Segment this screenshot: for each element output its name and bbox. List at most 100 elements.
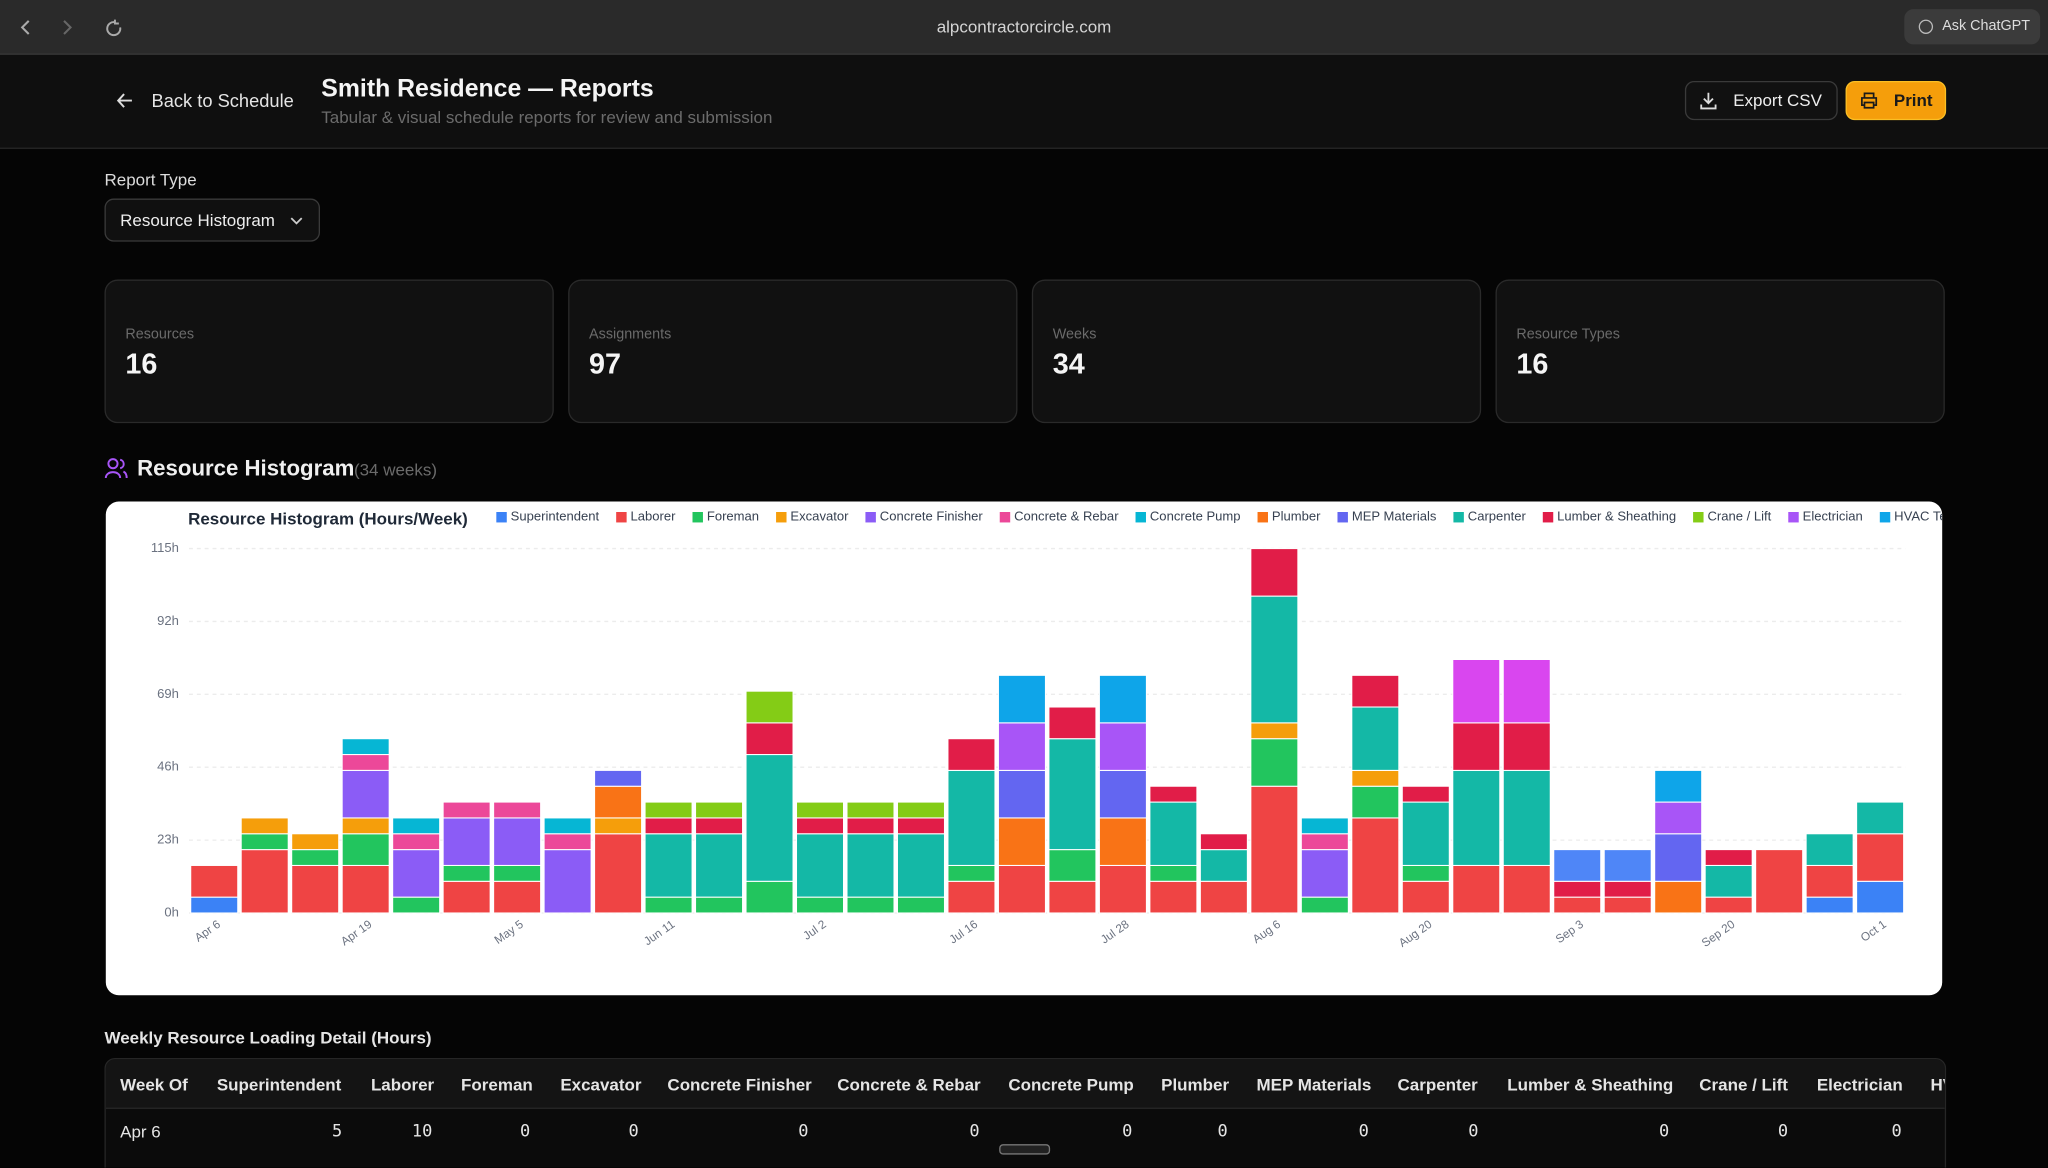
bar-segment [1401, 880, 1450, 914]
print-label[interactable]: Print [1893, 90, 1933, 110]
bar-segment [543, 849, 592, 914]
bar-segment [644, 817, 693, 835]
x-tick-label: Oct 1 [1858, 918, 1888, 945]
bar-segment [1856, 880, 1905, 914]
bar-segment [997, 769, 1046, 819]
section-note: (34 weeks) [353, 459, 437, 480]
bar-segment [1603, 880, 1652, 898]
bar-segment [1199, 849, 1248, 882]
x-tick-label: May 5 [492, 918, 526, 947]
report-type-value[interactable]: Resource Histogram [120, 210, 275, 230]
nav-buttons[interactable] [16, 16, 134, 40]
bar-segment [1300, 833, 1349, 851]
bar-segment [291, 849, 340, 866]
bar-segment [341, 754, 390, 771]
scroll-handle[interactable] [999, 1144, 1051, 1155]
bar-segment [1048, 738, 1097, 851]
stat-card: Assignments 97 [568, 279, 1018, 424]
stat-label: Weeks [1052, 326, 1097, 343]
print-button[interactable]: Print [1845, 80, 1947, 121]
back-link[interactable]: Back to Schedule [151, 90, 294, 112]
cell: 0 [628, 1121, 639, 1142]
bar-segment [1654, 833, 1703, 882]
x-tick-label: Apr 6 [192, 918, 223, 945]
y-tick-label: 0h [164, 904, 179, 919]
legend-label: Lumber & Sheathing [1557, 509, 1676, 524]
bar-segment [745, 754, 794, 882]
bar-segment [1351, 785, 1400, 819]
cell: 0 [520, 1121, 531, 1142]
y-tick-label: 46h [157, 759, 179, 774]
legend-label: Laborer [631, 509, 677, 524]
cell: 0 [1891, 1121, 1902, 1142]
bar-segment [846, 801, 895, 819]
bar-segment [1502, 722, 1551, 771]
legend-swatch [776, 511, 787, 523]
bar-segment [291, 864, 340, 914]
x-tick-label: Sep 3 [1553, 918, 1586, 947]
legend-label: Concrete Finisher [880, 509, 984, 524]
bar-segment [997, 722, 1046, 771]
stat-value: 16 [125, 347, 158, 381]
bar-segment [1654, 801, 1703, 835]
x-tick-label: Jul 2 [801, 918, 829, 943]
ask-label[interactable]: Ask ChatGPT [1942, 18, 2031, 34]
y-tick-label: 92h [157, 613, 179, 628]
export-label[interactable]: Export CSV [1733, 90, 1822, 110]
cell: 0 [798, 1121, 809, 1142]
page-title: Smith Residence — Reports [321, 75, 654, 104]
x-tick-label: Aug 6 [1250, 918, 1283, 947]
bar-segment [795, 896, 845, 914]
bar-segment [846, 896, 895, 914]
stat-value: 97 [589, 347, 622, 381]
legend-label: Concrete & Rebar [1014, 509, 1119, 524]
bar-segment [1755, 849, 1804, 914]
legend-swatch [692, 511, 703, 523]
bar-segment [1452, 769, 1501, 866]
bar-segment [240, 817, 289, 835]
page-subtitle: Tabular & visual schedule reports for re… [321, 107, 773, 127]
back-icon[interactable] [116, 91, 134, 109]
legend-label: Concrete Pump [1150, 509, 1241, 524]
bar-segment [341, 833, 390, 866]
legend-swatch [1693, 511, 1704, 523]
column-header: Excavator [560, 1074, 642, 1095]
bar-segment [1553, 849, 1602, 882]
bar-segment [1199, 880, 1248, 914]
bar-segment [1098, 722, 1147, 771]
export-button[interactable]: Export CSV [1684, 80, 1838, 121]
bar-segment [1452, 658, 1501, 724]
bar-segment [1098, 864, 1147, 914]
x-tick-label: Jul 16 [947, 918, 981, 947]
cell: 0 [1777, 1121, 1789, 1142]
legend-swatch [616, 511, 627, 523]
bar-segment [190, 896, 239, 914]
bar-segment [1048, 706, 1097, 740]
column-header: Foreman [461, 1074, 533, 1095]
report-type-select[interactable]: Resource Histogram [104, 198, 320, 242]
bar-segment [947, 864, 996, 882]
bar-segment [1704, 849, 1753, 866]
legend-swatch [1453, 511, 1464, 523]
cell: 10 [411, 1121, 433, 1142]
legend-label: Superintendent [511, 509, 600, 524]
bar-segment [745, 880, 794, 914]
bar-segment [846, 833, 895, 898]
stat-label: Assignments [589, 326, 672, 343]
chevron [290, 217, 303, 225]
table: Week Of Superintendent Laborer Foreman Excav… [104, 1057, 1947, 1168]
column-header: Lumber & Sheathing [1507, 1074, 1674, 1095]
bar-segment [1048, 849, 1097, 882]
bar-segment [1351, 769, 1400, 787]
bar-segment [1250, 738, 1299, 787]
ask-button[interactable]: Ask ChatGPT [1904, 9, 2041, 45]
bar-segment [1704, 896, 1753, 914]
bar-segment [1250, 548, 1299, 597]
bar-segment [1300, 849, 1349, 898]
ask-icon [1918, 19, 1934, 34]
legend-swatch [999, 511, 1011, 523]
bar-segment [1805, 833, 1854, 866]
bar-segment [1401, 864, 1450, 882]
print-icon [1861, 92, 1878, 109]
url[interactable]: alpcontractorcircle.com [936, 16, 1112, 37]
